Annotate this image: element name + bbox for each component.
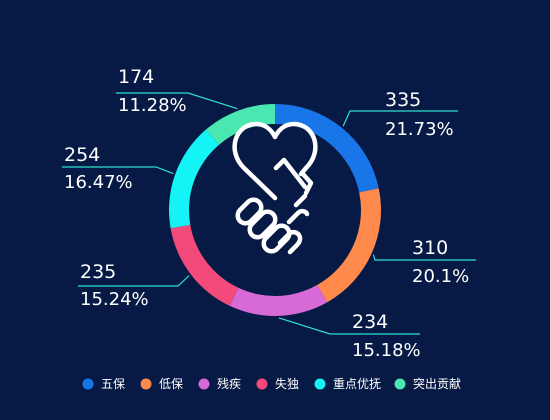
leader-line-1 <box>342 110 458 127</box>
legend-label-1: 五保 <box>101 377 125 391</box>
legend-swatch-4 <box>256 378 268 390</box>
legend: 五保 低保 残疾 失独 重点优抚 突出贡献 <box>82 376 462 391</box>
leader-line-3 <box>278 317 420 335</box>
value-label-2: 310 <box>412 237 448 259</box>
slice-3 <box>229 284 328 316</box>
legend-label-5: 重点优抚 <box>333 377 381 391</box>
percent-label-1: 21.73% <box>385 119 454 140</box>
legend-label-3: 残疾 <box>217 376 241 391</box>
legend-swatch-3 <box>198 378 210 390</box>
percent-label-2: 20.1% <box>412 266 469 287</box>
legend-label-4: 失独 <box>275 376 299 391</box>
legend-item-3[interactable]: 残疾 <box>198 376 242 391</box>
legend-swatch-6 <box>394 378 406 390</box>
value-label-1: 335 <box>385 89 421 111</box>
legend-label-6: 突出贡献 <box>413 376 461 391</box>
leader-line-5 <box>62 166 174 175</box>
percent-label-5: 16.47% <box>64 172 133 193</box>
legend-item-5[interactable]: 重点优抚 <box>314 377 382 391</box>
legend-item-4[interactable]: 失独 <box>256 376 300 391</box>
data-labels: 335 21.73% 310 20.1% 234 15.18% 235 15.24% 254 16… <box>64 66 469 361</box>
legend-item-1[interactable]: 五保 <box>82 377 126 391</box>
slice-1 <box>275 104 379 193</box>
value-label-6: 174 <box>118 66 154 88</box>
percent-label-4: 15.24% <box>80 289 149 310</box>
leader-line-6 <box>116 92 238 110</box>
legend-swatch-1 <box>82 378 94 390</box>
slice-2 <box>317 188 382 303</box>
legend-item-6[interactable]: 突出贡献 <box>394 376 462 391</box>
value-label-4: 235 <box>80 261 116 283</box>
handshake-heart-icon <box>232 121 318 255</box>
leader-line-2 <box>372 254 476 261</box>
legend-swatch-5 <box>314 378 326 390</box>
legend-swatch-2 <box>140 378 152 390</box>
legend-item-2[interactable]: 低保 <box>140 377 184 391</box>
leader-lines <box>62 92 476 335</box>
slice-5 <box>169 129 220 229</box>
slice-6 <box>205 104 275 145</box>
value-label-3: 234 <box>352 311 388 333</box>
value-label-5: 254 <box>64 144 100 166</box>
donut-slices <box>169 104 382 316</box>
slice-4 <box>170 224 239 306</box>
percent-label-3: 15.18% <box>352 340 421 361</box>
percent-label-6: 11.28% <box>118 95 187 116</box>
legend-label-2: 低保 <box>159 377 183 391</box>
leader-line-4 <box>78 275 190 287</box>
